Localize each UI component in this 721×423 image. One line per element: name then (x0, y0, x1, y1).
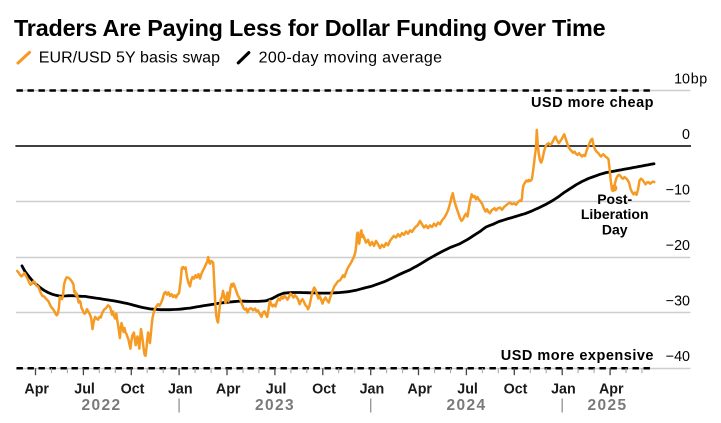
svg-text:Jul: Jul (457, 382, 478, 398)
svg-text:USD more cheap: USD more cheap (531, 95, 654, 111)
svg-text:2022: 2022 (81, 397, 121, 414)
svg-text:Apr: Apr (24, 382, 49, 398)
svg-text:Oct: Oct (504, 382, 528, 398)
svg-text:Jan: Jan (360, 382, 385, 398)
svg-text:0: 0 (682, 127, 690, 143)
svg-text:Oct: Oct (121, 382, 145, 398)
svg-text:bp: bp (691, 71, 708, 87)
svg-text:−30: −30 (666, 293, 690, 309)
svg-text:Liberation: Liberation (581, 206, 649, 222)
svg-text:2023: 2023 (255, 397, 295, 414)
svg-text:Jul: Jul (74, 382, 95, 398)
svg-text:Traders Are Paying Less for Do: Traders Are Paying Less for Dollar Fundi… (14, 15, 606, 41)
svg-text:−40: −40 (666, 349, 690, 365)
svg-text:EUR/USD 5Y basis swap: EUR/USD 5Y basis swap (39, 49, 220, 66)
svg-text:Jan: Jan (551, 382, 576, 398)
svg-text:10: 10 (674, 71, 690, 87)
svg-text:−20: −20 (666, 238, 690, 254)
svg-text:2025: 2025 (587, 397, 627, 414)
svg-text:2024: 2024 (446, 397, 486, 414)
svg-text:Jul: Jul (266, 382, 287, 398)
svg-text:Apr: Apr (216, 382, 241, 398)
svg-text:Oct: Oct (312, 382, 336, 398)
svg-text:Post-: Post- (597, 191, 632, 207)
svg-text:Apr: Apr (599, 382, 624, 398)
svg-text:Day: Day (602, 221, 628, 237)
svg-text:−10: −10 (666, 182, 690, 198)
svg-text:Apr: Apr (407, 382, 432, 398)
svg-text:200-day moving average: 200-day moving average (259, 49, 443, 66)
svg-text:USD more expensive: USD more expensive (501, 348, 654, 364)
svg-text:Jan: Jan (168, 382, 193, 398)
